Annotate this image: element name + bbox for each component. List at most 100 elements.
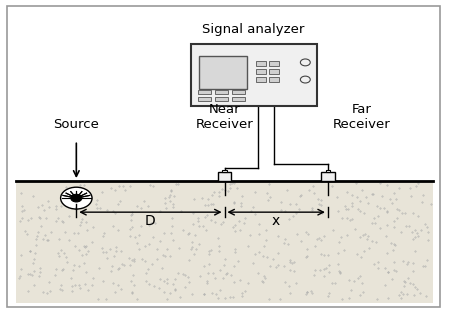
- Point: [348, 192, 355, 197]
- Point: [15, 276, 22, 281]
- Point: [420, 193, 427, 198]
- Point: [352, 227, 359, 232]
- Point: [338, 235, 345, 240]
- Point: [191, 251, 198, 256]
- Point: [277, 199, 285, 204]
- Point: [202, 227, 209, 232]
- Point: [401, 279, 408, 284]
- Point: [361, 232, 369, 237]
- Point: [81, 244, 88, 249]
- Point: [247, 232, 254, 237]
- Point: [321, 252, 328, 257]
- Point: [129, 212, 136, 217]
- Point: [198, 195, 205, 200]
- Point: [27, 272, 34, 277]
- Point: [16, 273, 23, 278]
- Point: [358, 188, 365, 193]
- Point: [302, 230, 309, 235]
- Point: [160, 290, 167, 295]
- Point: [113, 245, 120, 250]
- Point: [282, 237, 289, 242]
- Point: [18, 209, 26, 214]
- Point: [76, 182, 83, 187]
- Point: [189, 210, 197, 215]
- Point: [17, 190, 24, 195]
- Point: [348, 200, 355, 205]
- Point: [320, 274, 327, 279]
- Bar: [256, 61, 266, 66]
- Point: [226, 185, 233, 190]
- Point: [96, 205, 103, 210]
- Point: [28, 272, 35, 277]
- Point: [365, 233, 372, 238]
- Point: [304, 289, 311, 294]
- Point: [375, 260, 382, 265]
- Point: [314, 197, 321, 202]
- Point: [137, 224, 145, 229]
- Point: [168, 216, 176, 221]
- Point: [383, 209, 391, 214]
- Point: [421, 222, 428, 227]
- Point: [187, 246, 194, 251]
- Point: [83, 269, 90, 274]
- Point: [357, 255, 365, 260]
- Point: [346, 217, 353, 222]
- Point: [31, 269, 38, 274]
- Point: [191, 232, 198, 237]
- Point: [397, 295, 405, 300]
- Point: [292, 201, 299, 206]
- Point: [154, 256, 161, 261]
- Point: [394, 215, 401, 220]
- Point: [36, 216, 44, 221]
- Point: [127, 183, 134, 188]
- Point: [190, 197, 198, 202]
- Point: [357, 234, 364, 239]
- Point: [415, 214, 422, 219]
- Point: [212, 291, 219, 296]
- Point: [303, 246, 310, 251]
- Point: [376, 226, 383, 231]
- Point: [163, 246, 171, 251]
- Point: [224, 189, 232, 194]
- Point: [134, 241, 141, 246]
- Point: [318, 237, 325, 242]
- Point: [79, 253, 86, 258]
- Point: [144, 266, 151, 271]
- Point: [43, 290, 50, 295]
- Point: [104, 207, 111, 212]
- Point: [332, 280, 339, 285]
- Point: [409, 237, 416, 242]
- Point: [135, 247, 142, 252]
- Point: [384, 269, 392, 274]
- Point: [273, 264, 280, 269]
- Bar: [256, 77, 266, 82]
- Point: [190, 222, 197, 227]
- Point: [215, 189, 222, 194]
- Point: [75, 230, 82, 235]
- Point: [17, 218, 24, 223]
- Point: [138, 257, 145, 262]
- Point: [101, 231, 108, 236]
- Point: [263, 227, 270, 232]
- Point: [120, 262, 128, 267]
- Point: [215, 248, 222, 253]
- Point: [264, 198, 272, 203]
- Point: [57, 204, 64, 209]
- Point: [409, 260, 416, 265]
- Point: [404, 259, 411, 264]
- Point: [423, 258, 430, 263]
- Point: [402, 211, 409, 216]
- Point: [417, 228, 424, 233]
- Point: [384, 295, 391, 300]
- Point: [89, 275, 97, 280]
- Bar: [232, 90, 245, 94]
- Point: [206, 248, 213, 253]
- Point: [334, 208, 341, 213]
- Point: [308, 207, 316, 212]
- Point: [128, 291, 136, 296]
- Point: [172, 182, 180, 187]
- Point: [95, 266, 102, 271]
- Point: [221, 256, 229, 261]
- Point: [113, 249, 120, 254]
- Bar: [326, 170, 330, 172]
